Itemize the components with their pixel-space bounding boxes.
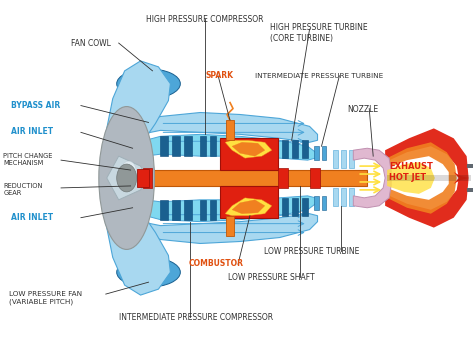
Bar bbox=[341, 150, 346, 168]
Text: BYPASS AIR: BYPASS AIR bbox=[11, 100, 61, 110]
Polygon shape bbox=[101, 61, 170, 176]
Polygon shape bbox=[232, 142, 265, 156]
Ellipse shape bbox=[117, 257, 180, 287]
Bar bbox=[292, 140, 298, 158]
Polygon shape bbox=[225, 140, 272, 158]
Text: AIR INLET: AIR INLET bbox=[11, 127, 54, 136]
Bar bbox=[313, 196, 319, 210]
Bar bbox=[200, 200, 206, 220]
Bar bbox=[282, 198, 288, 216]
Bar bbox=[292, 198, 298, 216]
Polygon shape bbox=[385, 129, 469, 228]
Polygon shape bbox=[225, 198, 272, 216]
Text: COMBUSTOR: COMBUSTOR bbox=[188, 260, 243, 268]
Bar bbox=[220, 138, 278, 170]
Text: LOW PRESSURE TURBINE: LOW PRESSURE TURBINE bbox=[264, 247, 359, 256]
Polygon shape bbox=[107, 156, 146, 200]
Bar bbox=[466, 188, 473, 192]
Bar bbox=[282, 140, 288, 158]
Bar bbox=[349, 150, 354, 168]
Polygon shape bbox=[131, 113, 318, 142]
Polygon shape bbox=[387, 142, 457, 214]
Polygon shape bbox=[116, 182, 155, 260]
Bar bbox=[313, 146, 319, 160]
Ellipse shape bbox=[99, 106, 155, 250]
Polygon shape bbox=[353, 148, 391, 208]
Ellipse shape bbox=[117, 69, 180, 99]
Bar bbox=[301, 140, 308, 158]
Polygon shape bbox=[146, 134, 316, 160]
Bar bbox=[349, 188, 354, 206]
Bar bbox=[161, 200, 168, 220]
Text: INTERMEDIATE PRESSURE COMPRESSOR: INTERMEDIATE PRESSURE COMPRESSOR bbox=[118, 313, 273, 322]
Bar bbox=[341, 188, 346, 206]
Bar bbox=[321, 196, 327, 210]
Bar bbox=[210, 200, 216, 220]
Text: REDUCTION
GEAR: REDUCTION GEAR bbox=[3, 183, 43, 196]
Bar bbox=[137, 169, 148, 187]
Ellipse shape bbox=[117, 164, 137, 192]
Bar bbox=[321, 146, 327, 160]
Bar bbox=[226, 120, 234, 140]
Text: AIR INLET: AIR INLET bbox=[11, 213, 54, 222]
Polygon shape bbox=[232, 200, 265, 214]
Polygon shape bbox=[387, 162, 435, 194]
Text: LOW PRESSURE SHAFT: LOW PRESSURE SHAFT bbox=[228, 273, 315, 282]
Bar bbox=[466, 164, 473, 168]
Bar bbox=[143, 168, 153, 188]
Bar bbox=[161, 136, 168, 156]
Text: LOW PRESSURE FAN
(VARIABLE PITCH): LOW PRESSURE FAN (VARIABLE PITCH) bbox=[9, 291, 82, 305]
Text: NOZZLE: NOZZLE bbox=[347, 105, 378, 114]
Bar bbox=[387, 175, 471, 181]
Bar bbox=[184, 136, 192, 156]
Polygon shape bbox=[101, 180, 170, 295]
Bar bbox=[333, 188, 338, 206]
Bar bbox=[184, 200, 192, 220]
Polygon shape bbox=[116, 97, 155, 174]
Bar bbox=[278, 168, 288, 188]
Bar bbox=[200, 136, 206, 156]
Polygon shape bbox=[146, 196, 316, 222]
Text: PITCH CHANGE
MECHANISM: PITCH CHANGE MECHANISM bbox=[3, 153, 53, 166]
Ellipse shape bbox=[121, 161, 137, 185]
Polygon shape bbox=[454, 172, 469, 184]
Text: EXHAUST
HOT JET: EXHAUST HOT JET bbox=[389, 162, 433, 181]
Polygon shape bbox=[131, 214, 318, 244]
Text: HIGH PRESSURE TURBINE
(CORE TURBINE): HIGH PRESSURE TURBINE (CORE TURBINE) bbox=[270, 23, 367, 43]
Bar bbox=[226, 216, 234, 235]
Text: HIGH PRESSURE COMPRESSOR: HIGH PRESSURE COMPRESSOR bbox=[146, 15, 263, 24]
Bar bbox=[173, 136, 180, 156]
Text: SPARK: SPARK bbox=[205, 71, 233, 80]
Text: INTERMEDIATE PRESSURE TURBINE: INTERMEDIATE PRESSURE TURBINE bbox=[255, 73, 383, 79]
Bar bbox=[173, 200, 180, 220]
Bar bbox=[118, 170, 367, 186]
Bar bbox=[333, 150, 338, 168]
Text: FAN COWL: FAN COWL bbox=[71, 39, 111, 48]
Bar bbox=[210, 136, 216, 156]
Bar bbox=[301, 198, 308, 216]
Bar bbox=[220, 186, 278, 218]
Bar bbox=[310, 168, 319, 188]
